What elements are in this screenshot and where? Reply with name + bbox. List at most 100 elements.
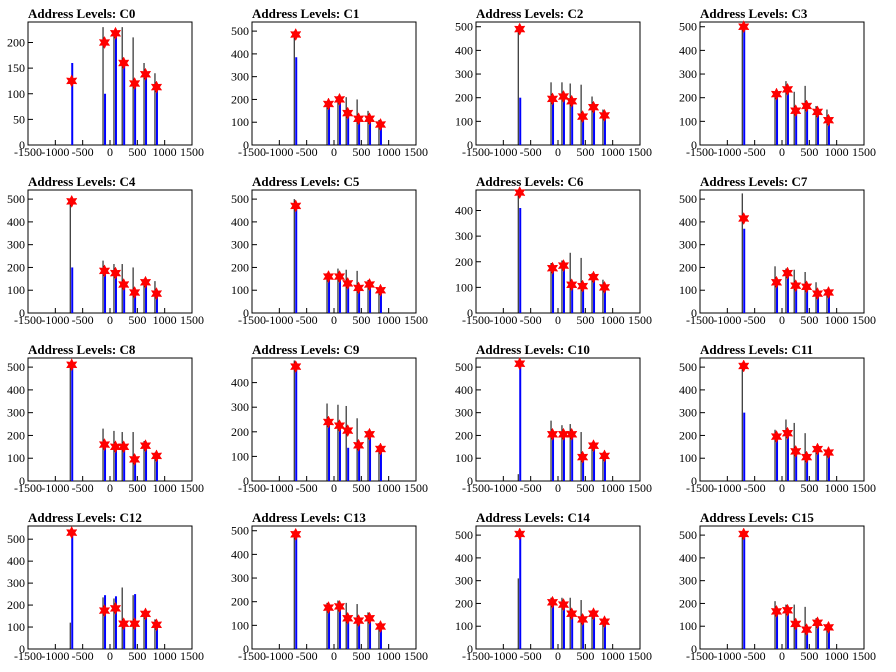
peak-marker <box>333 92 346 106</box>
x-tick-label: -1500 <box>462 313 490 327</box>
y-tick-label: 100 <box>7 283 25 297</box>
y-tick-label: 400 <box>679 215 697 229</box>
peak-marker <box>128 285 141 300</box>
y-tick-label: 0 <box>19 306 25 320</box>
peak-marker <box>576 450 589 464</box>
peak-marker <box>118 56 130 70</box>
y-tick-label: 0 <box>691 138 697 152</box>
x-tick-label: -1500 <box>238 145 266 159</box>
x-tick-label: -1000 <box>265 649 293 663</box>
y-tick-label: 500 <box>679 20 697 34</box>
peak-marker <box>290 527 302 541</box>
x-tick-label: 0 <box>107 649 113 663</box>
histogram-panel: 0 100 200 300 400 500 -1500 -1000 -500 0 500 1000 15… <box>0 504 224 672</box>
histogram-plot: 0 100 200 300 400 500 -1500 -1000 -500 0 500 1000 15… <box>7 357 204 495</box>
peak-marker <box>770 275 783 289</box>
x-tick-label: 500 <box>128 481 146 495</box>
peak-marker <box>333 419 346 433</box>
y-tick-label: 0 <box>467 306 473 320</box>
peak-marker <box>587 100 600 114</box>
x-tick-label: 1500 <box>180 649 204 663</box>
y-tick-label: 100 <box>679 283 697 297</box>
x-tick-label: 500 <box>800 145 818 159</box>
x-tick-label: 1500 <box>628 649 652 663</box>
y-tick-label: 400 <box>7 554 25 568</box>
histogram-panel: 0 100 200 300 400 500 -1500 -1000 -500 0 500 1000 15… <box>0 168 224 336</box>
peak-marker <box>66 526 78 540</box>
x-tick-label: -500 <box>520 481 542 495</box>
y-tick-label: 300 <box>455 67 473 81</box>
x-tick-label: -1000 <box>713 481 741 495</box>
peak-marker <box>128 76 141 91</box>
y-tick-label: 200 <box>7 598 25 612</box>
y-tick-label: 300 <box>679 67 697 81</box>
histogram-plot: 0 100 200 300 400 500 -1500 -1000 -500 0 500 1000 15… <box>679 20 876 159</box>
chart-title: Address Levels: C12 <box>28 510 142 525</box>
histogram-panel: 0 100 200 300 400 500 -1500 -1000 -500 0 500 1000 15… <box>672 168 896 336</box>
x-tick-label: 500 <box>352 649 370 663</box>
plot-frame <box>251 525 417 650</box>
peak-marker <box>352 438 365 452</box>
y-tick-label: 500 <box>455 20 473 34</box>
peak-marker <box>66 358 78 372</box>
y-tick-label: 300 <box>679 574 697 588</box>
peak-marker <box>598 108 611 122</box>
y-tick-label: 400 <box>231 47 249 61</box>
x-tick-label: 500 <box>576 481 594 495</box>
plot-frame <box>699 357 865 482</box>
peak-marker <box>546 92 559 106</box>
y-tick-label: 100 <box>679 619 697 633</box>
y-tick-label: 400 <box>455 43 473 57</box>
chart-title: Address Levels: C13 <box>252 510 366 525</box>
peak-marker <box>514 186 526 200</box>
x-tick-label: 1500 <box>180 145 204 159</box>
y-tick-label: 0 <box>467 138 473 152</box>
plot-frame <box>251 189 417 314</box>
histogram-plot: 0 100 200 300 400 500 -1500 -1000 -500 0 500 1000 15… <box>455 20 652 159</box>
peak-marker <box>98 438 111 452</box>
x-tick-label: -1000 <box>265 481 293 495</box>
x-tick-label: 1000 <box>825 481 849 495</box>
peak-marker <box>598 449 611 463</box>
peak-marker <box>781 603 794 617</box>
y-tick-label: 100 <box>231 449 249 463</box>
peak-marker <box>598 615 611 629</box>
y-tick-label: 400 <box>455 204 473 218</box>
x-tick-label: 1500 <box>628 481 652 495</box>
x-tick-label: 500 <box>576 313 594 327</box>
x-tick-label: -1000 <box>489 649 517 663</box>
peak-marker <box>514 357 526 371</box>
peak-marker <box>363 112 376 126</box>
y-tick-label: 500 <box>679 192 697 206</box>
peak-marker <box>374 619 387 634</box>
y-tick-label: 0 <box>243 474 249 488</box>
histogram-panel: 0 100 200 300 400 -1500 -1000 -500 0 500 1000 1500 A… <box>448 168 672 336</box>
x-tick-label: 1500 <box>628 313 652 327</box>
x-tick-label: -1000 <box>265 145 293 159</box>
plot-frame <box>475 357 641 482</box>
peak-marker <box>557 598 570 612</box>
peak-marker <box>822 620 835 634</box>
plot-frame <box>699 21 865 146</box>
x-tick-label: 1000 <box>601 313 625 327</box>
y-tick-label: 200 <box>679 428 697 442</box>
plot-frame <box>251 21 417 146</box>
peak-marker <box>322 270 335 284</box>
x-tick-label: 0 <box>331 481 337 495</box>
chart-title: Address Levels: C9 <box>252 342 360 357</box>
y-tick-label: 300 <box>7 576 25 590</box>
y-tick-label: 500 <box>7 532 25 546</box>
x-tick-label: -1000 <box>713 313 741 327</box>
histogram-plot: 0 100 200 300 400 500 -1500 -1000 -500 0 500 1000 15… <box>7 189 204 327</box>
x-tick-label: 1000 <box>153 145 177 159</box>
plot-frame <box>699 525 865 650</box>
x-tick-label: -500 <box>744 313 766 327</box>
x-tick-label: -500 <box>296 649 318 663</box>
x-tick-label: 1000 <box>601 481 625 495</box>
histogram-panel: 0 100 200 300 400 500 -1500 -1000 -500 0 500 1000 15… <box>0 336 224 504</box>
y-tick-label: 500 <box>679 360 697 374</box>
plot-frame <box>475 189 641 314</box>
chart-title: Address Levels: C6 <box>476 174 584 189</box>
peak-marker <box>781 266 794 280</box>
x-tick-label: 1000 <box>377 481 401 495</box>
